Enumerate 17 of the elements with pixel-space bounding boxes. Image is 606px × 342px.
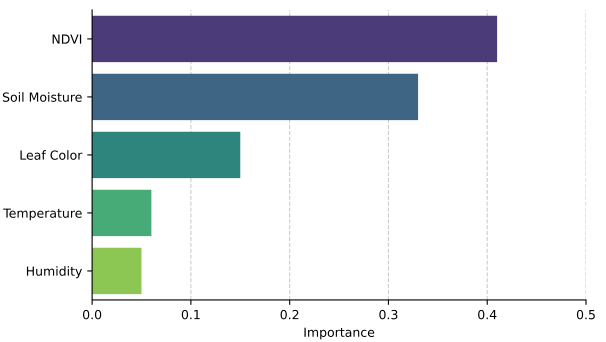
- y-tick-label: NDVI: [52, 34, 82, 44]
- bar: [92, 248, 142, 294]
- bar: [92, 16, 498, 62]
- y-tick-label: Soil Moisture: [2, 92, 82, 102]
- x-tick-label: 0.0: [82, 310, 102, 320]
- x-axis-title: Importance: [304, 328, 374, 340]
- x-tick-label: 0.3: [379, 310, 398, 320]
- bar: [92, 74, 418, 120]
- x-tick-label: 0.4: [478, 310, 496, 320]
- bar: [92, 132, 240, 178]
- x-tick-label: 0.1: [182, 310, 200, 320]
- y-tick-label: Temperature: [3, 208, 82, 220]
- y-tick-label: Leaf Color: [20, 150, 82, 160]
- y-tick-label: Humidity: [26, 266, 82, 278]
- x-tick-label: 0.2: [280, 310, 298, 320]
- x-tick-label: 0.5: [576, 310, 595, 320]
- bar: [92, 190, 152, 236]
